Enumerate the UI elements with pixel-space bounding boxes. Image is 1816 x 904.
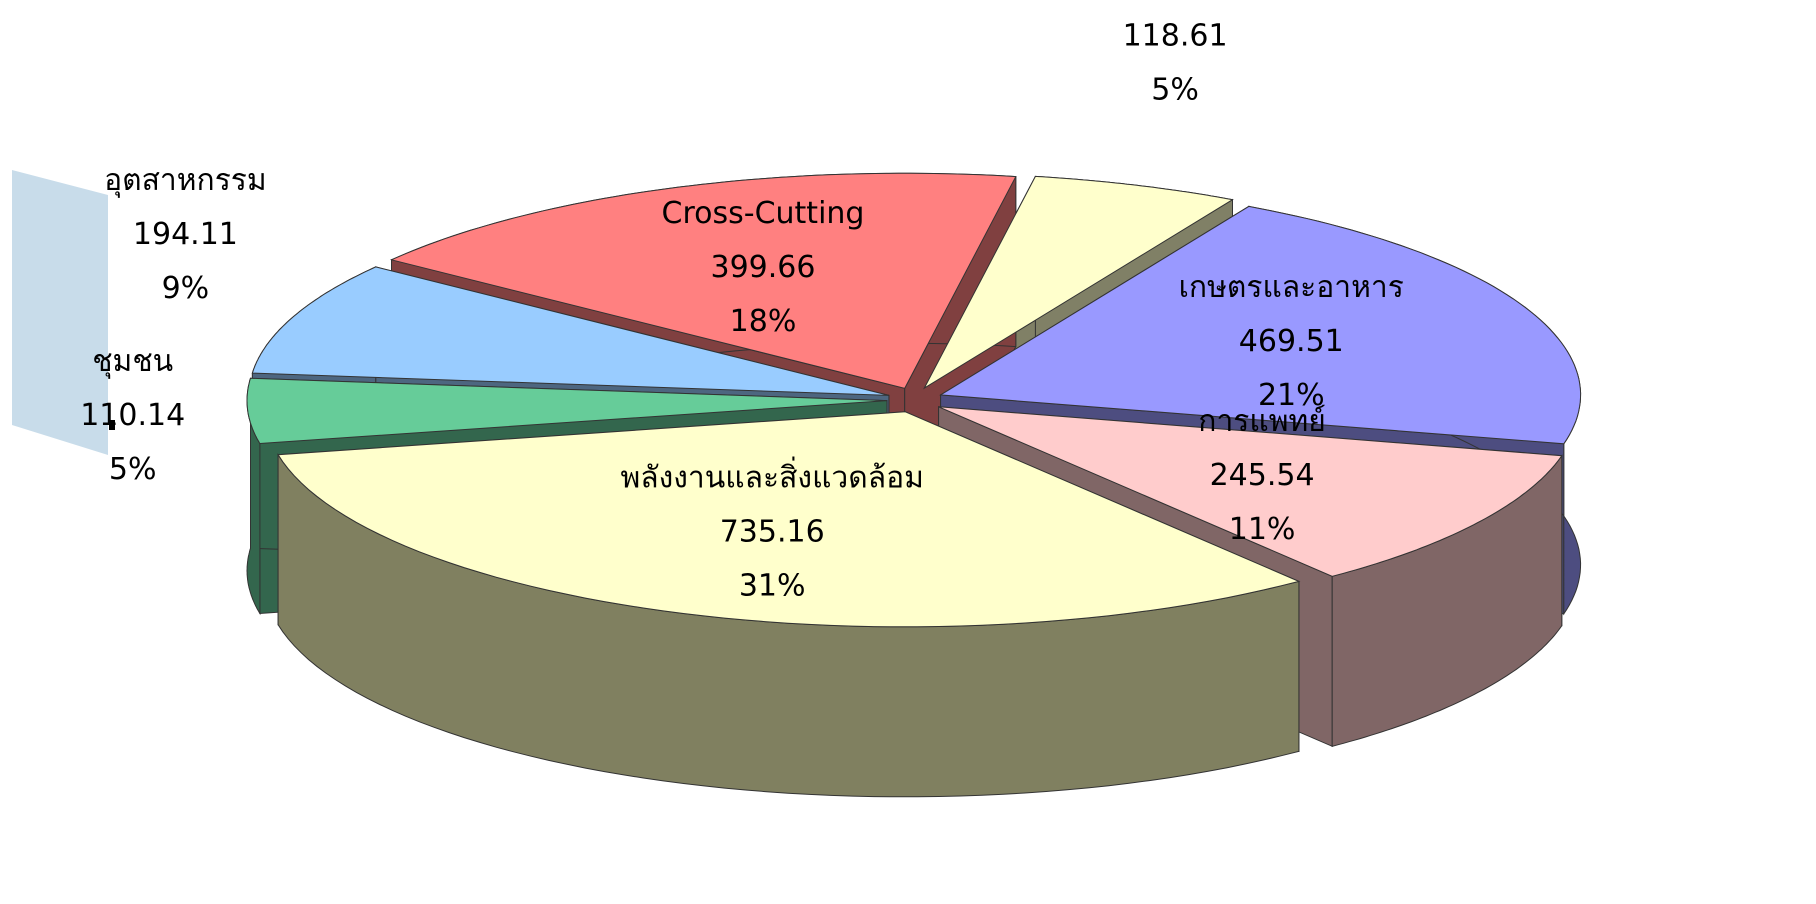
slice-top xyxy=(277,411,1301,628)
slice-value: 118.61 xyxy=(1123,19,1228,54)
slice-percent: 5% xyxy=(1151,73,1199,108)
slice-name: พลังงานและสิ่งแวดล้อม xyxy=(620,456,923,495)
slice-value: 469.51 xyxy=(1239,324,1344,359)
slice-percent: 11% xyxy=(1229,512,1296,547)
slice-percent: 18% xyxy=(730,304,797,339)
decor-dot xyxy=(109,420,115,430)
slice-name: เกษตรและอาหาร xyxy=(1179,270,1404,305)
slice-value: 194.11 xyxy=(133,217,238,252)
slice-top xyxy=(923,175,1234,390)
slice-top xyxy=(389,172,1017,389)
slice-top xyxy=(246,377,888,445)
slice-percent: 9% xyxy=(162,271,210,306)
slice-value: 399.66 xyxy=(711,250,816,285)
slice-percent: 5% xyxy=(109,452,157,487)
decor-panel xyxy=(12,170,108,455)
slice-top xyxy=(251,266,890,396)
slice-value: 735.16 xyxy=(720,514,825,549)
slice-name: การแพทย์ xyxy=(1198,404,1326,439)
slice-top xyxy=(938,406,1563,577)
slice-percent: 31% xyxy=(739,568,806,603)
slice-name: ชุมชน xyxy=(92,344,173,380)
slice-name: อุตสาหกรรม xyxy=(104,163,267,199)
tops xyxy=(246,172,1582,628)
slice-percent: 21% xyxy=(1258,378,1325,413)
labels: อื่นๆ118.615%เกษตรและอาหาร469.5121%การแพ… xyxy=(80,19,1404,604)
slice-top xyxy=(939,205,1582,445)
slice-name: Cross-Cutting xyxy=(662,196,865,231)
slice-value: 245.54 xyxy=(1210,458,1315,493)
slice-value: 110.14 xyxy=(80,398,185,433)
